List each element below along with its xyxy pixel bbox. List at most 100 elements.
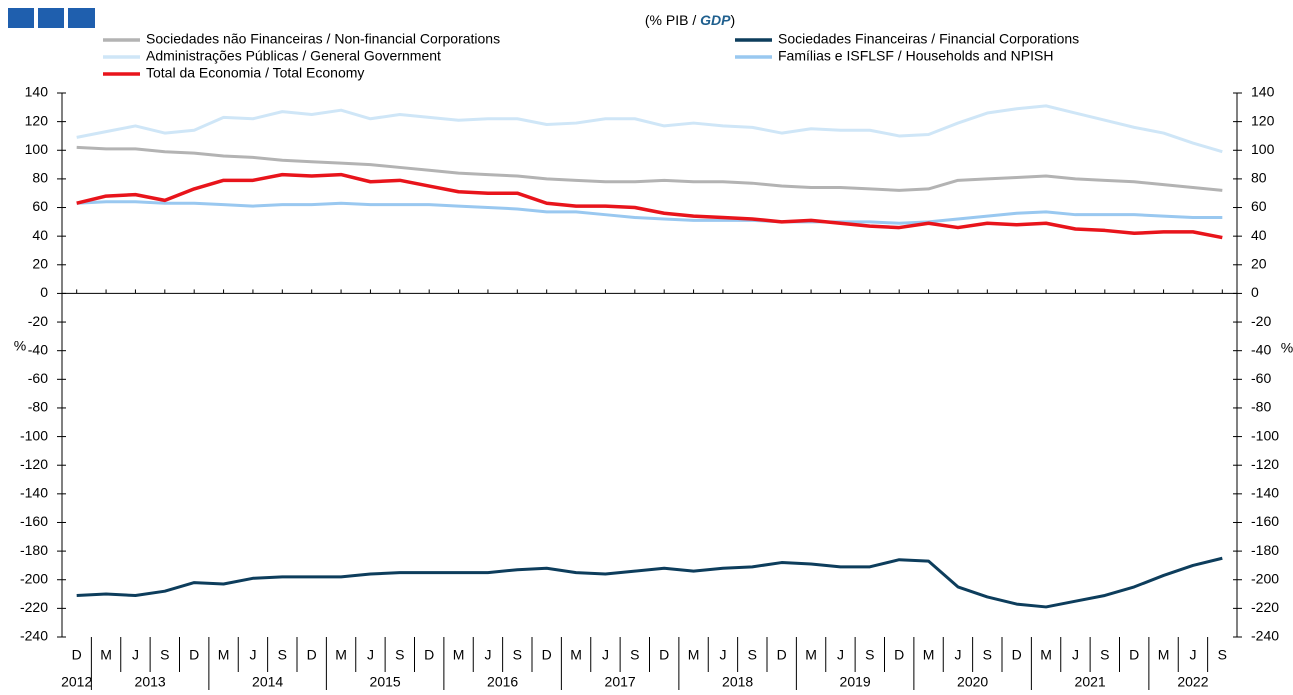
legend-label: Famílias e ISFLSF / Households and NPISH bbox=[778, 48, 1053, 64]
x-tick-label: D bbox=[894, 647, 904, 663]
y2-tick-label: -100 bbox=[1251, 427, 1279, 443]
y-tick-label: -140 bbox=[20, 485, 48, 501]
x-tick-label: D bbox=[72, 647, 82, 663]
x-tick-label: J bbox=[954, 647, 961, 663]
year-label: 2014 bbox=[252, 674, 283, 690]
y2-axis-label: % bbox=[1281, 340, 1293, 356]
series-line bbox=[76, 104, 1223, 154]
y2-tick-label: 20 bbox=[1251, 255, 1267, 271]
y-tick-label: 20 bbox=[32, 255, 48, 271]
x-tick-label: S bbox=[395, 647, 404, 663]
year-label: 2012 bbox=[61, 674, 92, 690]
y2-tick-label: 120 bbox=[1251, 112, 1275, 128]
x-tick-label: S bbox=[983, 647, 992, 663]
x-tick-label: S bbox=[160, 647, 169, 663]
x-tick-label: D bbox=[659, 647, 669, 663]
year-label: 2019 bbox=[840, 674, 871, 690]
x-tick-label: D bbox=[1012, 647, 1022, 663]
subtitle-part: GDP bbox=[700, 12, 731, 28]
y-tick-label: -240 bbox=[20, 628, 48, 644]
logo-block bbox=[68, 8, 95, 28]
y-tick-label: -120 bbox=[20, 456, 48, 472]
series-line bbox=[76, 556, 1223, 609]
y2-tick-label: 100 bbox=[1251, 141, 1275, 157]
x-tick-label: D bbox=[777, 647, 787, 663]
series-line bbox=[76, 172, 1223, 240]
x-tick-label: M bbox=[1158, 647, 1170, 663]
x-tick-label: S bbox=[865, 647, 874, 663]
subtitle: (% PIB / GDP) bbox=[645, 12, 735, 28]
y2-tick-label: -220 bbox=[1251, 599, 1279, 615]
y2-tick-label: -60 bbox=[1251, 370, 1271, 386]
year-label: 2018 bbox=[722, 674, 753, 690]
x-tick-label: J bbox=[1072, 647, 1079, 663]
x-tick-label: J bbox=[249, 647, 256, 663]
y-tick-label: -180 bbox=[20, 542, 48, 558]
x-tick-label: M bbox=[453, 647, 465, 663]
series-line bbox=[76, 145, 1223, 192]
y-tick-label: -220 bbox=[20, 599, 48, 615]
x-tick-label: M bbox=[335, 647, 347, 663]
x-tick-label: D bbox=[542, 647, 552, 663]
y-tick-label: -160 bbox=[20, 513, 48, 529]
y2-tick-label: 40 bbox=[1251, 227, 1267, 243]
x-tick-label: D bbox=[307, 647, 317, 663]
y-tick-label: -200 bbox=[20, 570, 48, 586]
series-line bbox=[76, 200, 1223, 225]
logo-block bbox=[8, 8, 34, 28]
x-tick-label: M bbox=[570, 647, 582, 663]
x-tick-label: M bbox=[218, 647, 230, 663]
year-label: 2021 bbox=[1075, 674, 1106, 690]
x-tick-label: M bbox=[805, 647, 817, 663]
x-tick-label: J bbox=[602, 647, 609, 663]
year-label: 2020 bbox=[957, 674, 988, 690]
y-axis-label: % bbox=[14, 338, 26, 354]
x-tick-label: J bbox=[719, 647, 726, 663]
x-tick-label: J bbox=[837, 647, 844, 663]
y-tick-label: 140 bbox=[25, 84, 49, 100]
x-tick-label: S bbox=[1100, 647, 1109, 663]
y2-tick-label: -40 bbox=[1251, 341, 1271, 357]
x-tick-label: M bbox=[923, 647, 935, 663]
x-tick-label: D bbox=[424, 647, 434, 663]
y2-tick-label: -200 bbox=[1251, 570, 1279, 586]
x-tick-label: S bbox=[748, 647, 757, 663]
x-tick-label: S bbox=[630, 647, 639, 663]
x-tick-label: D bbox=[189, 647, 199, 663]
y2-tick-label: -160 bbox=[1251, 513, 1279, 529]
y2-tick-label: -20 bbox=[1251, 313, 1271, 329]
y2-tick-label: 60 bbox=[1251, 198, 1267, 214]
x-tick-label: J bbox=[1189, 647, 1196, 663]
y2-tick-label: 0 bbox=[1251, 284, 1259, 300]
year-label: 2013 bbox=[135, 674, 166, 690]
x-tick-label: M bbox=[1040, 647, 1052, 663]
y2-tick-label: -240 bbox=[1251, 628, 1279, 644]
y-tick-label: 40 bbox=[32, 227, 48, 243]
legend-label: Sociedades Financeiras / Financial Corpo… bbox=[778, 31, 1079, 47]
y-tick-label: -60 bbox=[28, 370, 48, 386]
year-label: 2015 bbox=[370, 674, 401, 690]
y2-tick-label: -80 bbox=[1251, 399, 1271, 415]
x-tick-label: S bbox=[513, 647, 522, 663]
legend-label: Administrações Públicas / General Govern… bbox=[146, 48, 441, 64]
y2-tick-label: 80 bbox=[1251, 170, 1267, 186]
x-tick-label: M bbox=[688, 647, 700, 663]
x-tick-label: D bbox=[1129, 647, 1139, 663]
year-label: 2017 bbox=[605, 674, 636, 690]
y-tick-label: 120 bbox=[25, 112, 49, 128]
legend-label: Total da Economia / Total Economy bbox=[146, 65, 364, 81]
y-tick-label: -100 bbox=[20, 427, 48, 443]
y2-tick-label: -120 bbox=[1251, 456, 1279, 472]
y-tick-label: -40 bbox=[28, 341, 48, 357]
y-tick-label: 60 bbox=[32, 198, 48, 214]
x-tick-label: S bbox=[278, 647, 287, 663]
x-tick-label: J bbox=[367, 647, 374, 663]
y2-tick-label: -180 bbox=[1251, 542, 1279, 558]
y-tick-label: 0 bbox=[40, 284, 48, 300]
y2-tick-label: -140 bbox=[1251, 485, 1279, 501]
x-tick-label: J bbox=[132, 647, 139, 663]
y-tick-label: 100 bbox=[25, 141, 49, 157]
subtitle-part: (% PIB / bbox=[645, 12, 700, 28]
x-tick-label: S bbox=[1218, 647, 1227, 663]
